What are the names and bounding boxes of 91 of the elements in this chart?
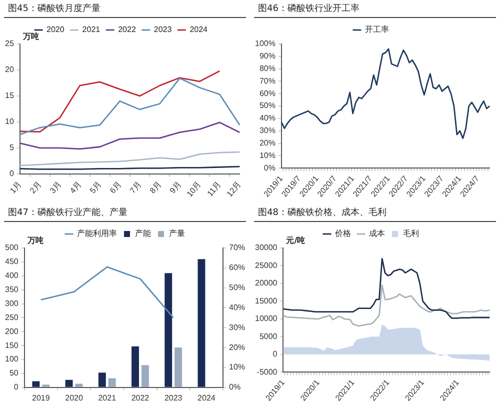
- x-tick-label: 9月: [168, 180, 183, 196]
- y-tick-label: 40%: [259, 114, 276, 123]
- y-tick-label: 350: [4, 285, 19, 294]
- y-tick-label: 10%: [259, 150, 276, 160]
- legend-label: 2022: [118, 25, 136, 34]
- y-tick-label: 10: [4, 117, 14, 126]
- y-tick-label: 100: [4, 354, 19, 364]
- y-tick-label: 20: [4, 65, 14, 74]
- y-tick-label: 0: [272, 350, 278, 359]
- y-tick-label: 300: [4, 298, 19, 308]
- y-tick-label: 30000: [254, 243, 278, 252]
- y-axis-title: 元/吨: [285, 236, 306, 246]
- legend-label: 产量: [169, 229, 185, 238]
- y-tick-label: 20000: [254, 278, 278, 288]
- x-tick-label: 12月: [225, 180, 243, 199]
- x-tick-label: 2023: [164, 393, 183, 402]
- bar: [174, 348, 182, 387]
- y2-tick-label: 10%: [228, 362, 246, 372]
- chart-title: 图45：磷酸铁月度产量: [4, 0, 246, 18]
- x-tick-label: 2020: [65, 393, 84, 402]
- y2-tick-label: 50%: [228, 283, 246, 292]
- y-axis-title: 万吨: [22, 32, 39, 42]
- y-tick-label: 200: [4, 326, 19, 336]
- chart-title: 图48：磷酸铁价格、成本、毛利: [254, 204, 496, 222]
- y-tick-label: 500: [4, 243, 19, 252]
- bar: [65, 380, 73, 387]
- y-tick-label: 250: [4, 312, 19, 322]
- y-tick-label: 0: [9, 169, 14, 178]
- x-tick-label: 3月: [48, 180, 64, 196]
- bar: [164, 273, 172, 387]
- x-tick-label: 5月: [88, 180, 104, 196]
- y-tick-label: 5: [9, 143, 14, 152]
- y2-tick-label: 0%: [228, 382, 241, 392]
- y-tick-label: 10000: [254, 314, 278, 324]
- y-tick-label: -5000: [256, 367, 278, 376]
- bar: [75, 384, 83, 387]
- bar: [32, 381, 40, 387]
- y-tick-label: 20%: [259, 138, 276, 148]
- legend-label: 2020: [46, 25, 65, 34]
- y-tick-label: 60%: [259, 88, 276, 98]
- y-tick-label: 30%: [259, 126, 276, 136]
- legend-label: 2024: [190, 25, 208, 34]
- chart-title: 图46：磷酸铁行业开工率: [254, 0, 496, 18]
- x-tick-label: 2月: [28, 180, 44, 196]
- bar: [132, 346, 139, 387]
- y2-tick-label: 30%: [228, 322, 246, 332]
- x-tick-label: 2019: [32, 393, 50, 402]
- chart-title: 图47：磷酸铁行业产能、产量: [4, 204, 246, 222]
- y2-tick-label: 60%: [228, 263, 246, 272]
- y-tick-label: 5000: [259, 332, 278, 341]
- legend-label: 2023: [154, 25, 172, 34]
- y2-tick-label: 20%: [228, 342, 246, 352]
- x-tick-label: 8月: [148, 180, 163, 196]
- x-tick-label: 2024: [198, 393, 216, 402]
- x-tick-label: 2022: [131, 393, 150, 402]
- y-tick-label: 400: [4, 271, 19, 280]
- y-tick-label: 150: [4, 340, 19, 350]
- legend-label: 毛利: [403, 229, 419, 238]
- x-tick-label: 2021: [98, 393, 117, 402]
- legend-label: 产能: [135, 229, 151, 238]
- y-axis-title: 万吨: [26, 236, 44, 246]
- legend-label: 开工率: [365, 25, 389, 34]
- legend-label: 成本: [369, 229, 385, 238]
- y2-tick-label: 70%: [228, 243, 246, 252]
- bar: [198, 259, 206, 387]
- y-tick-label: 450: [4, 257, 19, 266]
- y-tick-label: 0: [14, 382, 19, 392]
- x-tick-label: 4月: [68, 180, 84, 196]
- y-tick-label: 15000: [254, 296, 278, 306]
- x-tick-label: 7月: [128, 180, 143, 196]
- y-tick-label: 70%: [259, 76, 276, 86]
- y2-tick-label: 40%: [228, 302, 246, 312]
- y-tick-label: 80%: [259, 64, 276, 74]
- x-tick-label: 1月: [8, 180, 24, 196]
- y-tick-label: 50%: [259, 101, 276, 110]
- x-tick-label: 11月: [206, 180, 223, 198]
- y-tick-label: 25000: [254, 260, 278, 270]
- bar: [108, 378, 116, 387]
- y-tick-label: 25: [4, 39, 14, 48]
- bar: [141, 365, 149, 387]
- x-tick-label: 10月: [185, 180, 203, 199]
- legend-label: 价格: [334, 229, 351, 238]
- legend-label: 2021: [82, 25, 101, 34]
- legend-label: 产能利用率: [77, 229, 117, 238]
- x-tick-label: 6月: [108, 180, 124, 196]
- y-tick-label: 15: [4, 91, 14, 100]
- y-tick-label: 100%: [254, 39, 276, 48]
- y-tick-label: 50: [9, 368, 19, 378]
- y-tick-label: 0%: [264, 163, 276, 172]
- bar: [98, 372, 106, 387]
- y-tick-label: 90%: [259, 52, 276, 61]
